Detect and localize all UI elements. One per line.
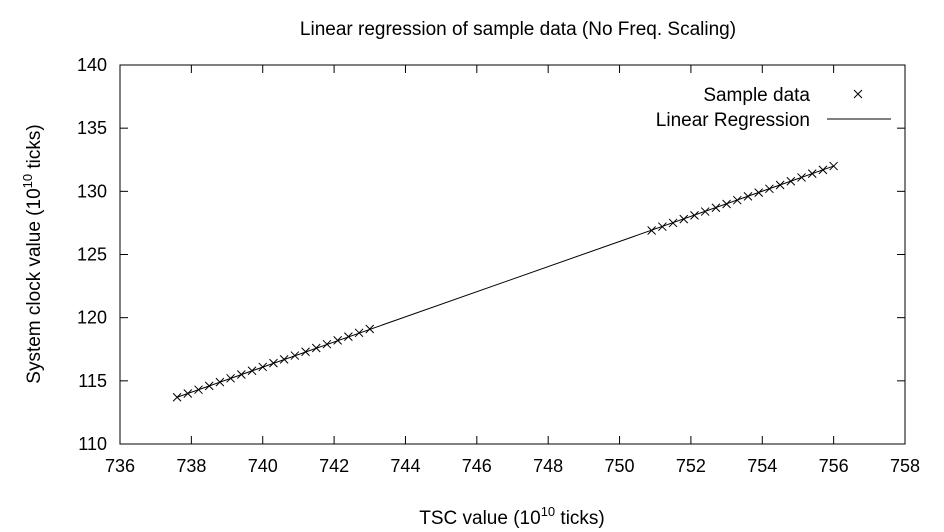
y-axis-ticks: 110 115 120 125 130 135 140 xyxy=(77,55,905,454)
sample-point xyxy=(807,169,817,179)
sample-point xyxy=(344,332,353,341)
x-tick-label: 758 xyxy=(890,456,920,476)
x-axis-ticks: 736 738 740 742 744 746 748 750 752 754 756 758 xyxy=(105,65,920,476)
sample-point xyxy=(765,184,774,194)
x-tick-label: 742 xyxy=(319,456,349,476)
legend-marker-x-glyph xyxy=(853,89,863,99)
x-tick-label: 748 xyxy=(533,456,563,476)
x-tick-label: 750 xyxy=(605,456,635,476)
sample-point xyxy=(700,207,710,216)
y-axis-label-exponent: 10 xyxy=(20,174,35,188)
x-tick-label: 738 xyxy=(176,456,206,476)
x-tick-label: 752 xyxy=(676,456,706,476)
sample-point xyxy=(354,328,364,338)
y-tick-label: 130 xyxy=(77,181,107,201)
sample-point xyxy=(236,370,246,379)
sample-point xyxy=(365,324,375,334)
sample-point xyxy=(743,192,753,201)
sample-point xyxy=(322,339,332,349)
sample-point xyxy=(226,373,235,383)
sample-point xyxy=(279,355,289,364)
x-tick-label: 754 xyxy=(747,456,777,476)
sample-point xyxy=(722,199,731,209)
legend: Sample data Linear Regression xyxy=(656,85,891,131)
regression-line xyxy=(176,165,834,398)
y-tick-label: 115 xyxy=(78,371,107,391)
y-tick-label: 125 xyxy=(77,245,107,265)
legend-label-sample-data: Sample data xyxy=(703,85,810,106)
chart-title: Linear regression of sample data (No Fre… xyxy=(300,19,736,40)
y-tick-label: 140 xyxy=(77,55,107,75)
sample-point xyxy=(172,392,182,402)
x-tick-label: 736 xyxy=(105,456,135,476)
sample-point xyxy=(258,362,268,372)
sample-point xyxy=(668,218,678,228)
sample-point xyxy=(679,214,689,224)
sample-point xyxy=(247,366,257,376)
x-axis-label-exponent: 10 xyxy=(541,504,555,519)
sample-point xyxy=(775,180,785,190)
sample-point xyxy=(797,173,806,182)
x-axis-label-suffix: ticks) xyxy=(555,508,605,529)
y-axis-label-suffix: ticks) xyxy=(24,124,45,174)
y-axis-label-prefix: System clock value (10 xyxy=(24,188,45,383)
x-tick-label: 740 xyxy=(248,456,278,476)
y-axis-label: System clock value (1010 ticks) xyxy=(20,124,45,383)
x-axis-label-prefix: TSC value (10 xyxy=(419,508,540,529)
sample-point xyxy=(269,358,278,368)
sample-point xyxy=(829,161,838,171)
x-axis-label: TSC value (1010 ticks) xyxy=(419,504,605,529)
sample-point xyxy=(204,381,214,391)
sample-point xyxy=(818,165,828,175)
legend-label-linear-regression: Linear Regression xyxy=(656,110,810,131)
sample-point xyxy=(754,188,764,197)
legend-marker-x xyxy=(853,89,863,99)
sample-point xyxy=(711,203,721,213)
sample-point xyxy=(194,385,203,395)
y-tick-label: 120 xyxy=(77,308,107,328)
sample-point xyxy=(290,351,300,360)
y-tick-label: 135 xyxy=(77,118,107,138)
x-tick-label: 746 xyxy=(462,456,492,476)
sample-point xyxy=(215,377,225,387)
sample-point xyxy=(690,210,699,220)
sample-point xyxy=(311,343,321,353)
sample-point xyxy=(647,226,657,235)
sample-point xyxy=(183,389,193,398)
sample-point xyxy=(732,195,742,205)
y-tick-label: 110 xyxy=(78,434,107,454)
regression-series xyxy=(176,165,834,398)
sample-point xyxy=(658,222,667,232)
sample-point xyxy=(786,176,796,186)
sample-data-series xyxy=(172,161,838,402)
x-tick-label: 744 xyxy=(390,456,420,476)
x-tick-label: 756 xyxy=(819,456,849,476)
sample-point xyxy=(333,336,343,345)
sample-point xyxy=(301,347,310,357)
